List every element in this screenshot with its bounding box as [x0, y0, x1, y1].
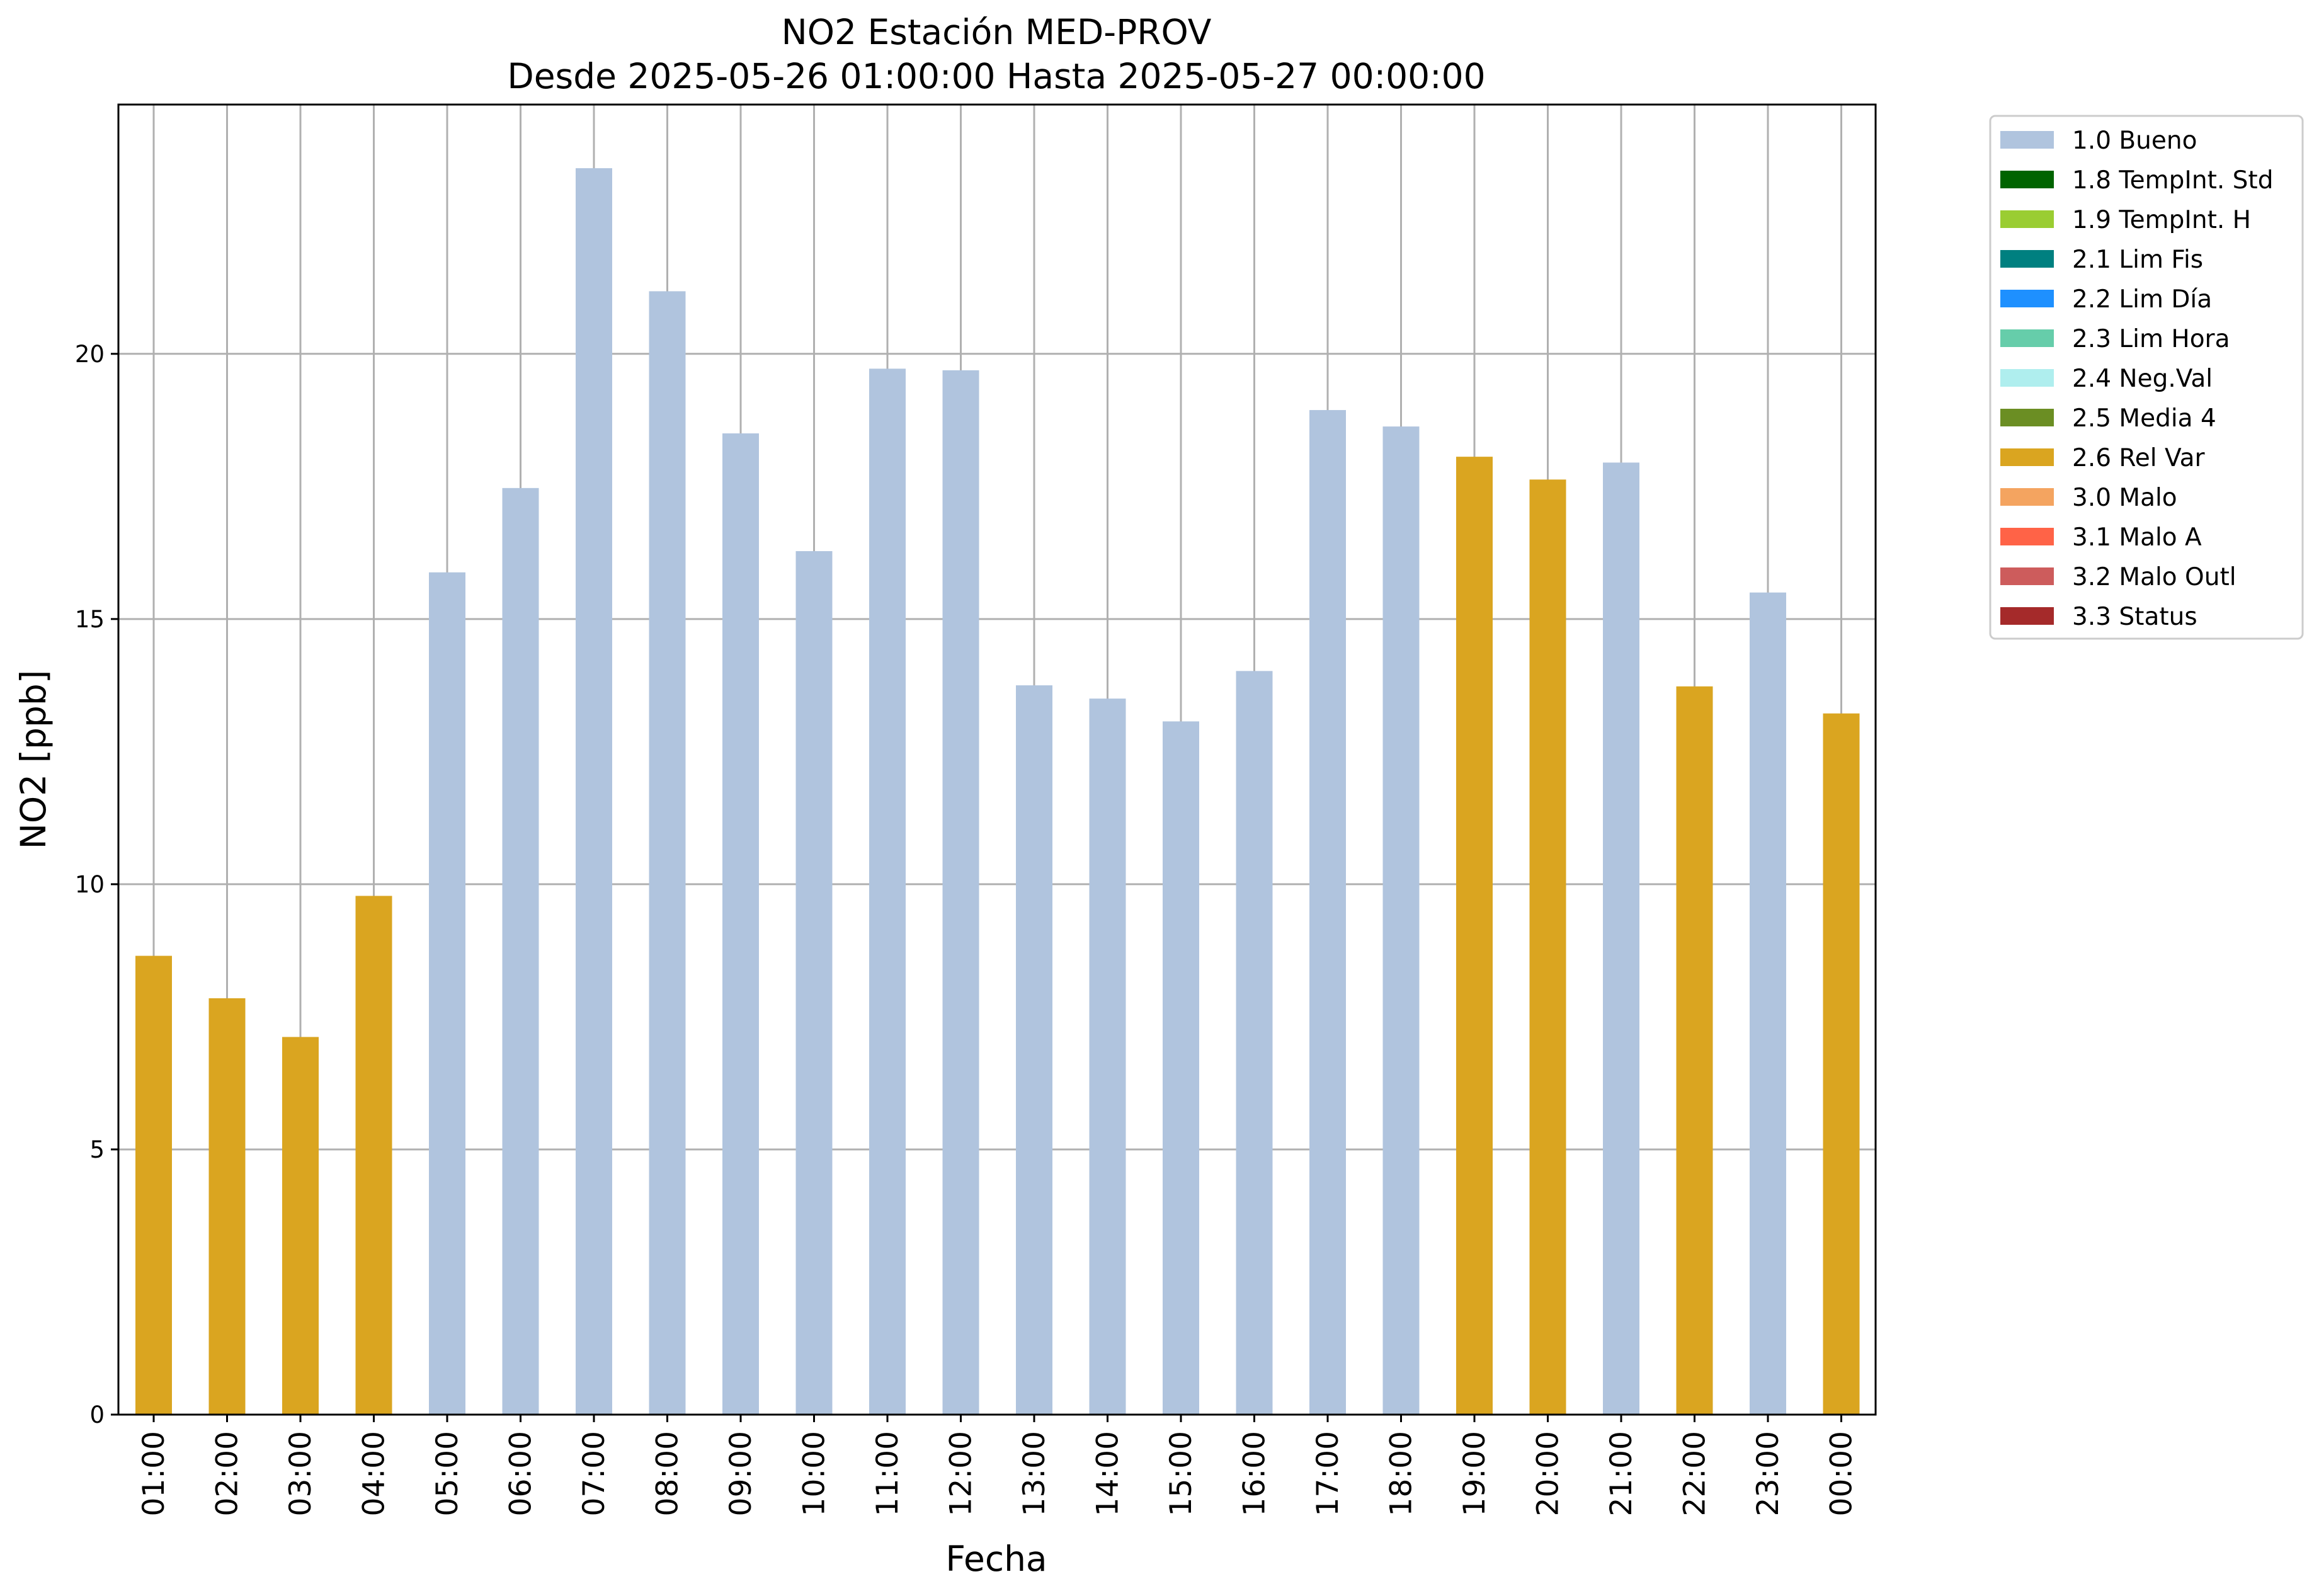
bar	[282, 1037, 319, 1415]
legend-label: 3.3 Status	[2072, 603, 2197, 631]
bar	[722, 433, 759, 1415]
bar	[1382, 426, 1420, 1415]
bar	[1016, 685, 1052, 1415]
legend-swatch	[2000, 369, 2054, 387]
legend-label: 3.2 Malo Outl	[2072, 563, 2236, 591]
x-tick-label: 20:00	[1531, 1431, 1566, 1516]
y-tick-label: 20	[75, 341, 105, 368]
bar	[1603, 462, 1639, 1415]
x-tick-label: 09:00	[724, 1431, 758, 1516]
chart-subtitle: Desde 2025-05-26 01:00:00 Hasta 2025-05-…	[507, 56, 1485, 96]
bar	[208, 998, 246, 1415]
legend-label: 1.8 TempInt. Std	[2072, 166, 2273, 195]
x-tick-label: 07:00	[577, 1431, 612, 1516]
x-tick-label: 23:00	[1751, 1431, 1786, 1516]
y-tick-label: 5	[89, 1136, 105, 1163]
x-tick-label: 15:00	[1164, 1431, 1199, 1516]
bar	[1456, 457, 1493, 1415]
x-tick-label: 05:00	[430, 1431, 465, 1516]
legend-label: 2.2 Lim Día	[2072, 285, 2212, 314]
axis-ticks: 0 5 10 15 20 01:00 02:00 03:00 04:00 05:00 06:00 07…	[75, 341, 1859, 1517]
legend-label: 3.1 Malo A	[2072, 523, 2202, 552]
x-tick-label: 18:00	[1384, 1431, 1419, 1516]
legend-swatch	[2000, 488, 2054, 506]
bar	[942, 370, 979, 1415]
bar	[1676, 686, 1713, 1415]
legend-label: 2.4 Neg.Val	[2072, 365, 2213, 393]
x-tick-label: 06:00	[504, 1431, 538, 1516]
legend-label: 2.5 Media 4	[2072, 404, 2216, 433]
x-tick-label: 11:00	[870, 1431, 905, 1516]
x-tick-label: 08:00	[651, 1431, 685, 1516]
chart-title: NO2 Estación MED-PROV	[782, 12, 1212, 52]
legend-swatch	[2000, 250, 2054, 268]
bars	[135, 168, 1860, 1415]
legend-swatch	[2000, 567, 2054, 585]
x-tick-label: 04:00	[357, 1431, 392, 1516]
legend-label: 2.1 Lim Fis	[2072, 246, 2203, 274]
bar	[355, 896, 392, 1415]
bar	[795, 551, 833, 1415]
x-tick-label: 19:00	[1457, 1431, 1492, 1516]
y-tick-label: 0	[89, 1401, 105, 1428]
bar	[1236, 671, 1273, 1415]
legend-swatch	[2000, 131, 2054, 149]
legend-box	[1989, 115, 2304, 640]
y-tick-label: 10	[75, 871, 105, 898]
x-tick-label: 02:00	[210, 1431, 245, 1516]
bar	[1309, 410, 1346, 1415]
legend-label: 3.0 Malo	[2072, 484, 2177, 512]
x-tick-label: 22:00	[1678, 1431, 1712, 1516]
bar	[429, 572, 465, 1415]
x-tick-label: 16:00	[1238, 1431, 1272, 1516]
legend-swatch	[2000, 171, 2054, 188]
legend-swatch	[2000, 210, 2054, 228]
legend: 1.0 Bueno 1.8 TempInt. Std 1.9 TempInt. H 2…	[1989, 115, 2304, 640]
bar	[1529, 479, 1566, 1415]
x-axis-label: Fecha	[945, 1539, 1047, 1579]
x-tick-label: 14:00	[1091, 1431, 1125, 1516]
legend-swatch	[2000, 329, 2054, 347]
bar	[1750, 592, 1786, 1415]
legend-swatch	[2000, 409, 2054, 426]
legend-swatch	[2000, 448, 2054, 466]
bar	[135, 955, 172, 1415]
x-tick-label: 10:00	[797, 1431, 832, 1516]
plot-frame	[117, 103, 1877, 1416]
bar	[1823, 713, 1860, 1415]
y-tick-label: 15	[75, 606, 105, 633]
bar	[1089, 698, 1126, 1415]
x-tick-label: 17:00	[1311, 1431, 1345, 1516]
bar	[576, 168, 612, 1415]
x-tick-label: 21:00	[1604, 1431, 1639, 1516]
legend-label: 2.3 Lim Hora	[2072, 325, 2230, 353]
legend-label: 1.0 Bueno	[2072, 127, 2197, 155]
x-tick-label: 01:00	[137, 1431, 171, 1516]
legend-label: 1.9 TempInt. H	[2072, 206, 2251, 234]
legend-swatch	[2000, 528, 2054, 545]
legend-swatch	[2000, 607, 2054, 625]
x-tick-label: 03:00	[283, 1431, 318, 1516]
bar	[1163, 721, 1199, 1415]
legend-swatch	[2000, 290, 2054, 307]
legend-label: 2.6 Rel Var	[2072, 444, 2206, 472]
bar	[649, 291, 686, 1415]
x-tick-label: 12:00	[944, 1431, 979, 1516]
x-tick-label: 13:00	[1017, 1431, 1052, 1516]
x-tick-label: 00:00	[1825, 1431, 1859, 1516]
y-axis-label: NO2 [ppb]	[13, 670, 54, 850]
bar	[502, 487, 539, 1415]
bar	[869, 368, 906, 1415]
